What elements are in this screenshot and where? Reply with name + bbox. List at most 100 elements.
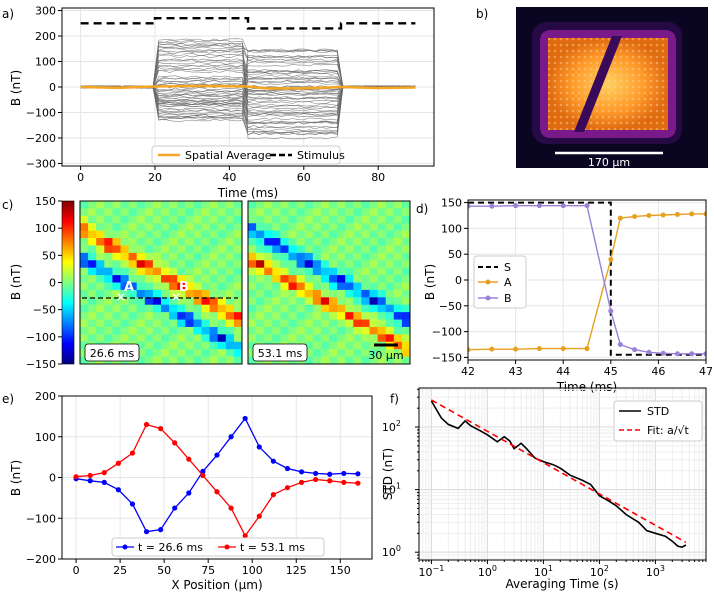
map2-pixel <box>280 230 289 239</box>
map1-pixel <box>177 349 186 357</box>
map2-pixel <box>369 208 378 217</box>
map1-pixel <box>112 334 121 343</box>
map2-pixel <box>264 334 273 343</box>
map1-pixel <box>104 304 113 313</box>
map1-pixel <box>136 356 146 365</box>
map1-pixel <box>112 289 121 298</box>
tick-label-x-40: 40 <box>222 171 236 184</box>
map2-pixel <box>393 238 403 246</box>
map2-pixel <box>320 304 330 313</box>
series-b-point-4 <box>560 203 566 209</box>
map2-pixel <box>272 297 281 306</box>
map2-pixel <box>393 349 403 357</box>
map2-pixel <box>401 260 411 269</box>
legend-marker-b <box>485 295 491 301</box>
marker-a-label: A <box>124 280 134 295</box>
map1-pixel <box>177 282 186 291</box>
map1-pixel <box>96 297 105 306</box>
tick-exponent-y: 0 <box>396 544 401 553</box>
map2-pixel <box>393 312 403 320</box>
map1-pixel <box>201 252 210 261</box>
series-53ms-point-3 <box>115 460 121 466</box>
map2-pixel <box>337 356 346 365</box>
map1-pixel <box>161 267 170 276</box>
colorbar <box>61 200 75 365</box>
map1-pixel <box>185 215 194 224</box>
map1-pixel <box>161 356 170 365</box>
map1-pixel <box>185 282 194 291</box>
map2-pixel <box>345 201 354 209</box>
map2-pixel <box>337 267 346 276</box>
map1-pixel <box>128 275 138 283</box>
map2-pixel <box>304 356 314 365</box>
map1-pixel <box>177 341 186 350</box>
map1-pixel <box>233 349 243 357</box>
map1-pixel <box>120 319 129 328</box>
map2-pixel <box>337 341 346 350</box>
map2-pixel <box>296 282 306 291</box>
map2-pixel <box>320 356 330 365</box>
map2-pixel <box>272 230 281 239</box>
map1-pixel <box>104 223 113 232</box>
map1-pixel <box>80 208 89 217</box>
map1-pixel <box>177 312 186 320</box>
series-a-point-1 <box>489 346 495 352</box>
time-badge-1 <box>84 343 140 362</box>
series-a-point-8 <box>632 214 638 220</box>
map1-pixel <box>233 282 243 291</box>
map2-pixel <box>337 349 346 357</box>
map1-pixel <box>177 245 186 254</box>
map2-pixel <box>264 238 273 246</box>
map2-pixel <box>353 356 362 365</box>
cb-tick-label-50: 50 <box>42 249 56 262</box>
panel-a-ticks: 0 20 40 60 80 −300 −200 −100 0 100 200 300 <box>26 5 385 184</box>
map2-pixel <box>329 326 338 335</box>
map1-pixel <box>233 341 243 350</box>
map1-pixel <box>193 245 202 254</box>
map2-pixel <box>248 275 257 283</box>
map1-pixel <box>225 326 235 335</box>
series-53ms-point-4 <box>129 450 136 456</box>
map1-pixel <box>112 230 121 239</box>
map1-pixel <box>112 282 121 291</box>
map2-pixel <box>320 267 330 276</box>
map2-pixel <box>304 260 314 269</box>
map2-pixel <box>401 349 411 357</box>
map1-pixel <box>104 334 113 343</box>
map1-pixel <box>88 260 97 269</box>
series-b-point-5 <box>584 203 590 209</box>
map2-pixel <box>288 201 297 209</box>
map1-pixel <box>120 201 129 209</box>
series-53ms-markers <box>73 421 361 539</box>
map1-pixel <box>225 275 235 283</box>
map1-pixel <box>225 319 235 328</box>
panel-f-ylabel: STD (nT) <box>381 448 395 500</box>
map2-pixel <box>401 238 411 246</box>
map1-pixel <box>193 282 202 291</box>
map1-pixel <box>185 230 194 239</box>
map2-pixel <box>345 208 354 217</box>
series-26ms-point-6 <box>158 527 164 533</box>
map2-pixel <box>256 297 265 306</box>
map1-pixel <box>104 275 113 283</box>
map1-pixel <box>80 238 89 246</box>
series-53ms-point-2 <box>101 470 107 476</box>
panel-label-d: d) <box>416 202 428 216</box>
map2-pixel <box>288 312 297 320</box>
map2-pixel <box>272 304 281 313</box>
map1-pixel <box>209 223 219 232</box>
map1-pixel <box>104 238 113 246</box>
map2-pixel <box>264 282 273 291</box>
series-53ms-point-0 <box>73 474 79 480</box>
map2-pixel <box>353 341 362 350</box>
map1-pixel <box>233 238 243 246</box>
map2-pixel <box>393 252 403 261</box>
map1-pixel <box>201 282 210 291</box>
tick-exponent-x: −1 <box>433 564 445 573</box>
map2-pixel <box>304 208 314 217</box>
map1-pixel <box>225 304 235 313</box>
series-53ms-point-6 <box>158 426 164 432</box>
map2-pixel <box>329 223 338 232</box>
tick-exponent-x: 1 <box>548 564 553 573</box>
